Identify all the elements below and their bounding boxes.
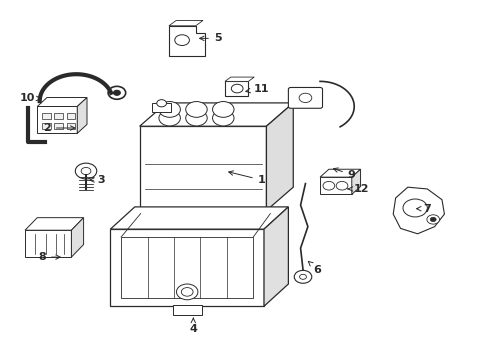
Circle shape: [335, 181, 347, 190]
Text: 7: 7: [416, 204, 430, 214]
Text: 2: 2: [43, 123, 75, 133]
FancyBboxPatch shape: [54, 113, 63, 119]
Circle shape: [185, 110, 207, 126]
FancyBboxPatch shape: [66, 113, 75, 119]
Circle shape: [429, 217, 435, 222]
Polygon shape: [77, 98, 87, 134]
Polygon shape: [37, 98, 87, 107]
Circle shape: [426, 215, 439, 224]
FancyBboxPatch shape: [54, 123, 63, 129]
Circle shape: [159, 110, 180, 126]
Polygon shape: [71, 218, 83, 257]
Circle shape: [212, 110, 234, 126]
Circle shape: [157, 100, 166, 107]
FancyBboxPatch shape: [152, 103, 170, 112]
Polygon shape: [392, 187, 444, 234]
Text: 1: 1: [228, 171, 265, 185]
Text: 3: 3: [90, 175, 104, 185]
Polygon shape: [351, 169, 360, 194]
Circle shape: [185, 102, 207, 117]
FancyBboxPatch shape: [42, 123, 51, 129]
Circle shape: [108, 86, 125, 99]
Circle shape: [176, 284, 198, 300]
Polygon shape: [224, 77, 254, 81]
Polygon shape: [320, 177, 351, 194]
Polygon shape: [168, 26, 205, 56]
Circle shape: [159, 102, 180, 117]
FancyBboxPatch shape: [172, 305, 202, 315]
Circle shape: [402, 199, 427, 217]
FancyBboxPatch shape: [224, 81, 248, 96]
Circle shape: [113, 90, 120, 95]
Text: 9: 9: [333, 168, 355, 180]
Circle shape: [299, 274, 306, 279]
Circle shape: [174, 35, 189, 45]
FancyBboxPatch shape: [288, 87, 322, 108]
Circle shape: [75, 163, 97, 179]
Circle shape: [81, 167, 91, 175]
Text: 8: 8: [38, 252, 60, 262]
Polygon shape: [264, 207, 288, 306]
Polygon shape: [25, 218, 83, 230]
Polygon shape: [110, 229, 264, 306]
Text: 10: 10: [20, 93, 41, 103]
FancyBboxPatch shape: [66, 123, 75, 129]
Polygon shape: [320, 169, 360, 177]
Polygon shape: [25, 230, 71, 257]
Polygon shape: [266, 103, 293, 211]
Circle shape: [323, 181, 334, 190]
Text: 5: 5: [199, 33, 221, 43]
Circle shape: [231, 84, 243, 93]
Polygon shape: [121, 237, 253, 298]
Text: 4: 4: [189, 318, 197, 334]
Circle shape: [181, 288, 193, 296]
Text: 11: 11: [245, 84, 269, 94]
Polygon shape: [168, 21, 203, 26]
Circle shape: [212, 102, 234, 117]
Circle shape: [299, 93, 311, 103]
Polygon shape: [37, 107, 77, 134]
Polygon shape: [140, 126, 266, 211]
Polygon shape: [110, 207, 288, 229]
Text: 6: 6: [308, 261, 321, 275]
Circle shape: [294, 270, 311, 283]
Text: 12: 12: [347, 184, 368, 194]
Polygon shape: [140, 103, 293, 126]
FancyBboxPatch shape: [42, 113, 51, 119]
